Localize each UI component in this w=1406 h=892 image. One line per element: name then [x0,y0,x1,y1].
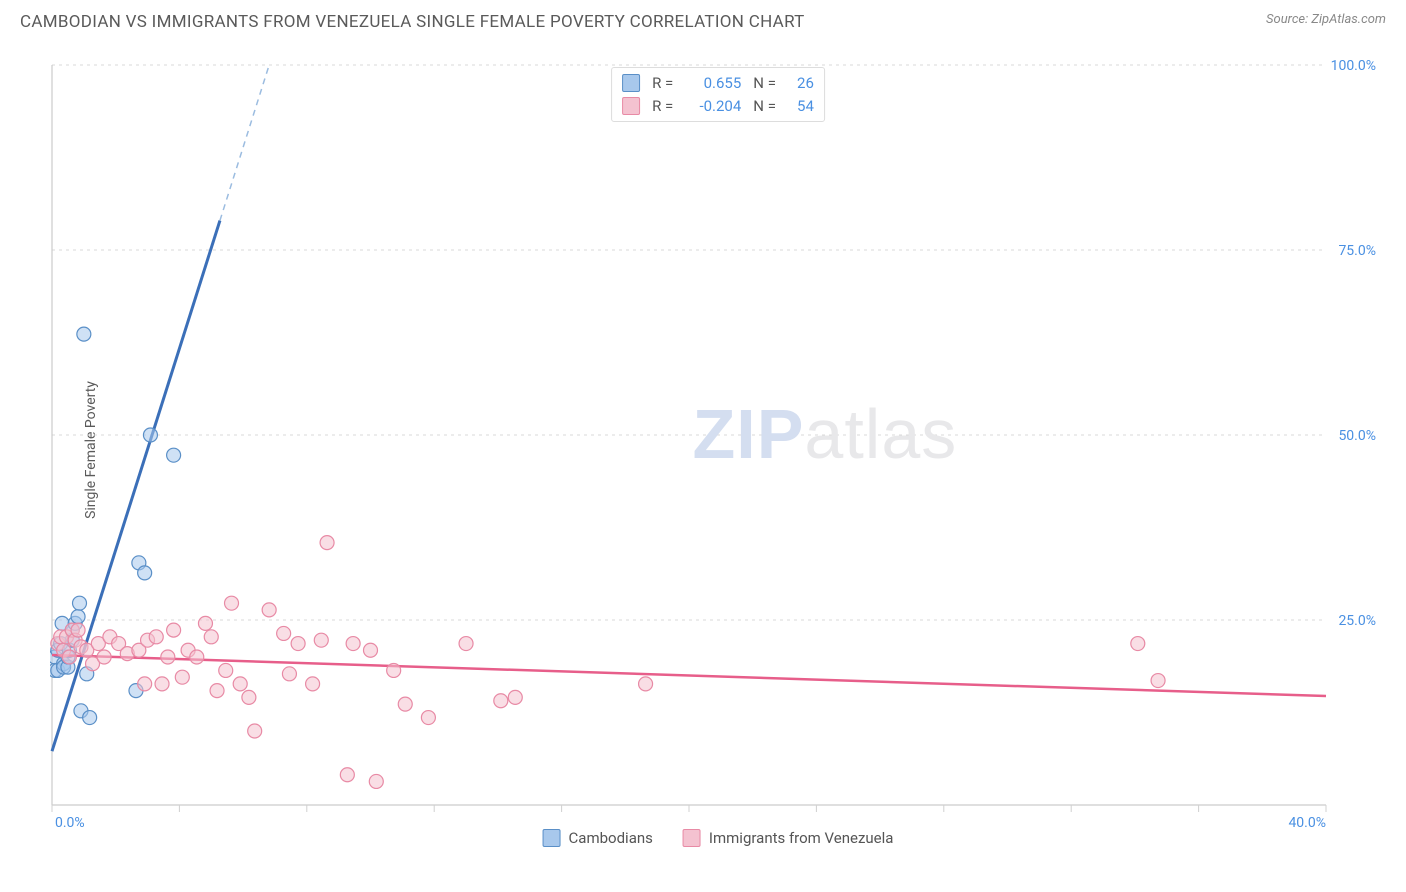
legend-item-venezuela: Immigrants from Venezuela [683,829,894,847]
chart-title: CAMBODIAN VS IMMIGRANTS FROM VENEZUELA S… [20,12,805,32]
r-label: R = [652,72,673,95]
legend-swatch-blue [622,74,640,92]
n-label-2: N = [753,95,776,118]
svg-text:25.0%: 25.0% [1338,613,1376,629]
svg-text:100.0%: 100.0% [1331,58,1376,74]
svg-text:40.0%: 40.0% [1288,815,1326,831]
legend-swatch-pink-2 [683,829,701,847]
series-legend: Cambodians Immigrants from Venezuela [543,829,894,847]
legend-swatch-blue-2 [543,829,561,847]
legend-row-1: R = 0.655 N = 26 [622,72,814,95]
n-value-1: 26 [784,72,814,95]
chart-header: CAMBODIAN VS IMMIGRANTS FROM VENEZUELA S… [0,0,1406,32]
correlation-legend: R = 0.655 N = 26 R = -0.204 N = 54 [611,67,825,122]
legend-item-cambodians: Cambodians [543,829,653,847]
source-attribution: Source: ZipAtlas.com [1266,12,1386,27]
legend-label-venezuela: Immigrants from Venezuela [709,829,894,847]
svg-text:0.0%: 0.0% [55,815,85,831]
r-value-1: 0.655 [681,72,741,95]
svg-text:50.0%: 50.0% [1338,428,1376,444]
n-label: N = [753,72,776,95]
r-value-2: -0.204 [681,95,741,118]
r-label-2: R = [652,95,673,118]
chart-container: Single Female Poverty 25.0%50.0%75.0%100… [50,55,1386,845]
legend-swatch-pink [622,97,640,115]
n-value-2: 54 [784,95,814,118]
svg-text:75.0%: 75.0% [1338,243,1376,259]
legend-row-2: R = -0.204 N = 54 [622,95,814,118]
scatter-plot: 25.0% 50.0% 75.0% 100.0% 0.0% 40.0% [50,55,1386,845]
legend-label-cambodians: Cambodians [569,829,653,847]
